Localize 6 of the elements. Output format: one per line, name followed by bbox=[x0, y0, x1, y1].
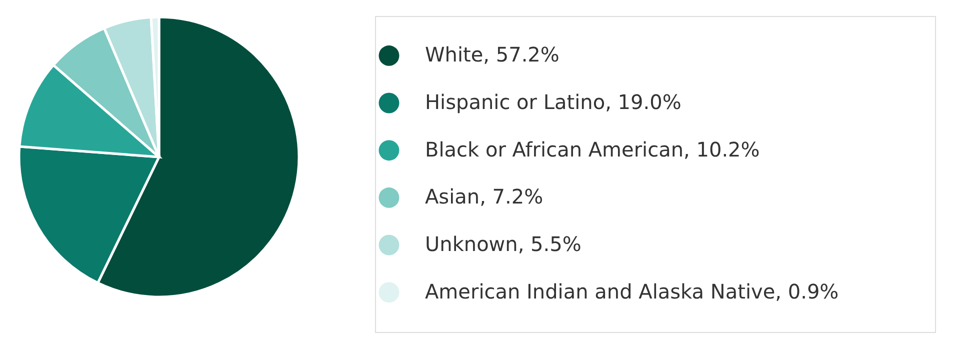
legend-label: American Indian and Alaska Native, 0.9% bbox=[425, 279, 839, 304]
legend-label: Hispanic or Latino, 19.0% bbox=[425, 90, 682, 114]
legend-label: White, 57.2% bbox=[425, 42, 560, 67]
legend-label: Black or African American, 10.2% bbox=[425, 137, 760, 162]
legend-label: Unknown, 5.5% bbox=[425, 232, 582, 256]
legend-label: Asian, 7.2% bbox=[425, 184, 544, 209]
